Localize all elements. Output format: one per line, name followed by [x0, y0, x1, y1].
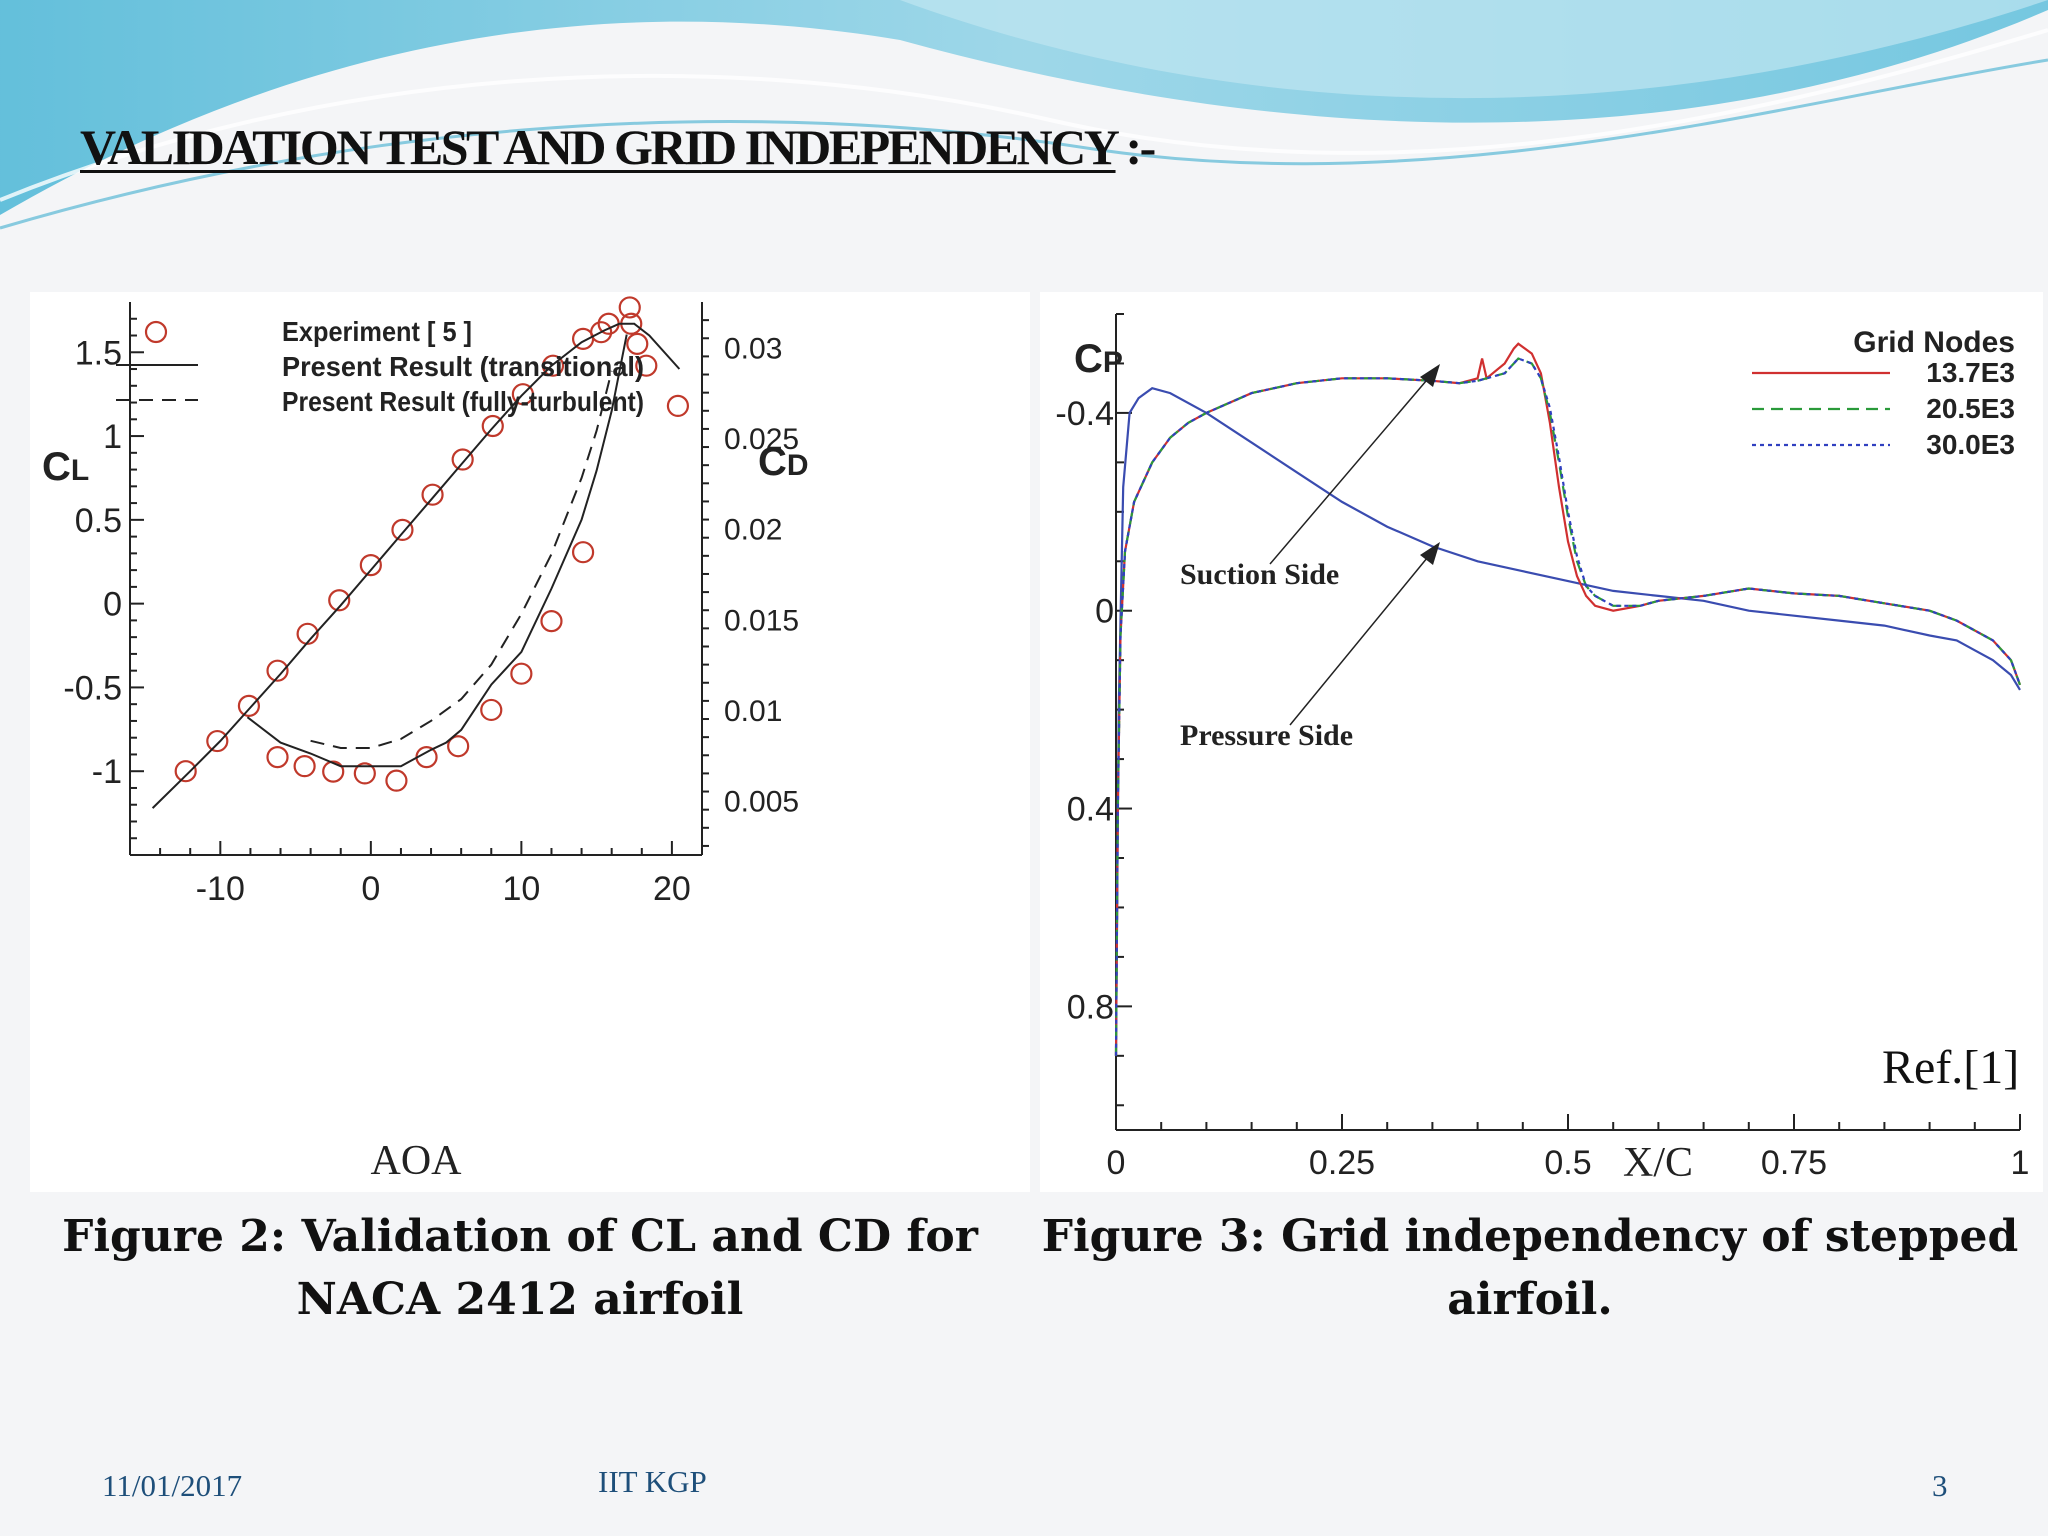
suction-arrow-head — [1420, 364, 1440, 387]
experiment-point — [391, 518, 414, 542]
y2-tick-label: 0.02 — [724, 514, 782, 547]
page-number: 3 — [1932, 1468, 1948, 1503]
annotation-suction-side: Suction Side — [1180, 558, 1339, 591]
y-tick-label: 0 — [1095, 593, 1114, 631]
y-tick-label: -0.4 — [1055, 395, 1114, 433]
experiment-point — [447, 735, 470, 758]
experiment-point — [206, 729, 229, 753]
legend-entry: 13.7E3 — [1926, 357, 2015, 388]
y-tick-label: 0.8 — [1067, 988, 1114, 1026]
footer-org: IIT KGP — [598, 1464, 707, 1499]
cp-line-13-7e3 — [1114, 342, 2022, 1056]
experiment-point — [635, 354, 658, 377]
y-tick-label: 1 — [103, 418, 122, 456]
fully-turbulent-cd-line — [310, 370, 613, 749]
cp-line-pressure-side — [1114, 386, 2021, 1056]
y-tick-label: 1.5 — [75, 334, 122, 372]
x-tick-label: 20 — [653, 870, 691, 908]
legend-title: Grid Nodes — [1853, 326, 2015, 359]
cl-cd-chart: -10 0 10 20 1.5 1 0.5 0 -0.5 -1 0.03 0.025 0.02 0.015… — [42, 296, 809, 1184]
x-tick-label: 0 — [361, 870, 380, 908]
x-axis-label: AOA — [371, 1138, 463, 1184]
figure-2-caption-line2: NACA 2412 airfoil — [296, 1274, 744, 1325]
x-tick-label: 10 — [502, 870, 540, 908]
experiment-point — [510, 662, 533, 685]
footer-date: 11/01/2017 — [102, 1468, 243, 1503]
slide-title: VALIDATION TEST AND GRID INDEPENDENCY :- — [80, 119, 1156, 175]
experiment-point — [421, 483, 444, 506]
suction-arrow-shaft — [1269, 373, 1433, 565]
transitional-cl-line — [151, 322, 681, 809]
experiment-point — [511, 383, 534, 406]
figure-3-caption-line1: Figure 3: Grid independency of stepped — [1041, 1211, 2019, 1262]
y2-tick-label: 0.025 — [724, 423, 799, 456]
experiment-point — [590, 321, 613, 344]
y2-tick-label: 0.005 — [724, 786, 799, 819]
y2-tick-label: 0.01 — [724, 695, 782, 728]
y-tick-label: 0.4 — [1067, 791, 1114, 829]
x-tick-label: 0.5 — [1544, 1144, 1591, 1182]
experiment-point — [353, 762, 376, 785]
legend-entry: 20.5E3 — [1926, 393, 2015, 424]
experiment-point — [385, 769, 408, 792]
pressure-arrow-shaft — [1289, 551, 1433, 726]
y2-tick-label: 0.03 — [724, 332, 782, 365]
experiment-point — [237, 694, 261, 717]
experiment-point — [174, 760, 197, 783]
cp-line-20-5e3 — [1114, 357, 2022, 1056]
legend-entry: 30.0E3 — [1926, 429, 2015, 460]
experiment-point — [540, 610, 563, 633]
y-axis-label: CL — [42, 445, 89, 489]
experiment-point — [626, 332, 649, 355]
y-tick-label: 0.5 — [75, 502, 122, 540]
figure-3-panel: 0 0.25 0.5 0.75 1 -0.4 0 0.4 0.8 CP X/C Suction Sid… — [1040, 292, 2043, 1192]
legend-entry: Present Result (transitional) — [282, 351, 644, 382]
experiment-point — [541, 354, 565, 377]
experiment-point — [481, 414, 504, 438]
legend-entry: Present Result (fully-turbulent) — [282, 386, 644, 417]
experiment-point — [266, 659, 289, 682]
legend-entry: Experiment [ 5 ] — [282, 316, 472, 347]
pressure-arrow-head — [1420, 542, 1440, 565]
experiment-point — [328, 589, 351, 612]
figure-2-panel: -10 0 10 20 1.5 1 0.5 0 -0.5 -1 0.03 0.025 0.02 0.015… — [30, 292, 1030, 1192]
x-tick-label: 1 — [2011, 1144, 2030, 1182]
y-tick-label: -1 — [92, 753, 122, 791]
x-tick-label: 0.25 — [1309, 1144, 1375, 1182]
figure-3-caption: Figure 3: Grid independency of stepped a… — [1030, 1205, 2030, 1331]
experiment-point — [480, 698, 503, 722]
experiment-point — [322, 760, 345, 783]
header-wave-decoration — [0, 0, 2048, 230]
y2-tick-label: 0.015 — [724, 604, 799, 637]
experiment-point — [666, 394, 690, 417]
experiment-point — [359, 553, 382, 577]
experiment-point — [266, 745, 289, 769]
cp-line-30-0e3 — [1114, 357, 2022, 1056]
annotation-pressure-side: Pressure Side — [1180, 719, 1353, 752]
y2-axis-label: CD — [758, 440, 809, 484]
y-tick-label: 0 — [103, 586, 122, 624]
legend-experiment-marker — [144, 320, 168, 344]
transitional-cd-line — [246, 334, 628, 768]
experiment-point — [293, 755, 316, 778]
experiment-point — [618, 296, 641, 319]
x-tick-label: -10 — [196, 870, 245, 908]
y-tick-label: -0.5 — [63, 669, 122, 707]
experiment-point — [451, 448, 474, 471]
figure-3-caption-line2: airfoil. — [1447, 1274, 1613, 1325]
figure-2-caption: Figure 2: Validation of CL and CD for NA… — [40, 1205, 1000, 1331]
figure-2-caption-line1: Figure 2: Validation of CL and CD for — [62, 1211, 978, 1262]
x-tick-label: 0.75 — [1761, 1144, 1827, 1182]
x-axis-label: X/C — [1623, 1140, 1693, 1186]
reference-label: Ref.[1] — [1882, 1041, 2020, 1094]
experiment-point — [571, 541, 595, 564]
x-tick-label: 0 — [1107, 1144, 1126, 1182]
